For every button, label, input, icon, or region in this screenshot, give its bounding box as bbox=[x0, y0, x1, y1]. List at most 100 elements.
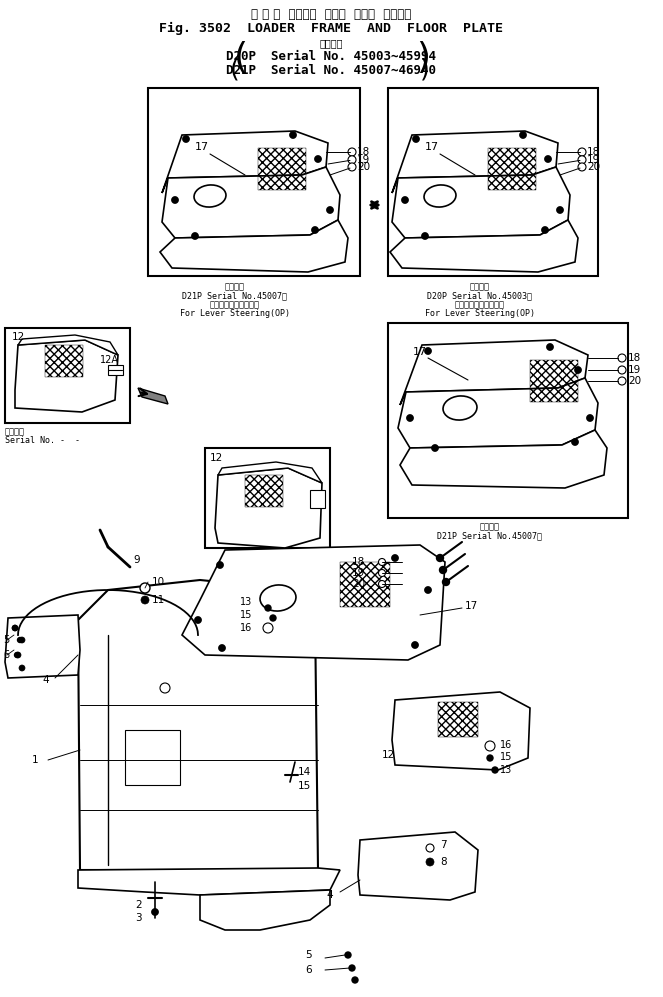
Text: D20P  Serial No. 45003~45994: D20P Serial No. 45003~45994 bbox=[226, 50, 436, 63]
Bar bbox=[148, 88, 360, 276]
Text: 15: 15 bbox=[500, 752, 512, 762]
Text: For Lever Steering(OP): For Lever Steering(OP) bbox=[425, 309, 535, 318]
Text: 13: 13 bbox=[500, 765, 512, 775]
Text: 14: 14 bbox=[298, 767, 311, 777]
Ellipse shape bbox=[260, 585, 296, 611]
Circle shape bbox=[19, 637, 25, 643]
Polygon shape bbox=[392, 167, 570, 238]
Circle shape bbox=[219, 644, 225, 651]
Circle shape bbox=[587, 415, 593, 422]
Circle shape bbox=[422, 232, 428, 239]
Circle shape bbox=[618, 366, 626, 374]
Text: 9: 9 bbox=[133, 555, 140, 565]
Circle shape bbox=[152, 908, 158, 915]
Circle shape bbox=[12, 625, 18, 631]
Circle shape bbox=[15, 652, 19, 657]
Circle shape bbox=[391, 554, 398, 561]
Circle shape bbox=[432, 445, 438, 452]
Text: 19: 19 bbox=[357, 155, 370, 165]
Text: 20: 20 bbox=[357, 162, 370, 171]
Text: 17: 17 bbox=[425, 142, 439, 152]
Text: レバーステアリング用: レバーステアリング用 bbox=[210, 300, 260, 309]
Polygon shape bbox=[398, 378, 598, 448]
Bar bbox=[388, 88, 598, 276]
Circle shape bbox=[424, 586, 432, 593]
Text: D20P Serial No.45003～: D20P Serial No.45003～ bbox=[428, 291, 532, 300]
Polygon shape bbox=[78, 580, 318, 870]
Polygon shape bbox=[358, 832, 478, 900]
Circle shape bbox=[141, 596, 149, 604]
Circle shape bbox=[290, 132, 296, 139]
Text: 20: 20 bbox=[628, 376, 641, 386]
Polygon shape bbox=[400, 340, 588, 405]
Bar bbox=[488, 148, 536, 190]
Polygon shape bbox=[215, 468, 322, 548]
Circle shape bbox=[217, 561, 223, 568]
Text: レバーステアリング用: レバーステアリング用 bbox=[455, 300, 505, 309]
Polygon shape bbox=[162, 167, 340, 238]
Bar bbox=[530, 360, 578, 402]
Bar bbox=[125, 730, 180, 785]
Text: 16: 16 bbox=[240, 623, 252, 633]
Circle shape bbox=[542, 226, 548, 233]
Text: 18: 18 bbox=[628, 353, 641, 363]
Text: 18: 18 bbox=[357, 147, 370, 157]
Circle shape bbox=[618, 354, 626, 362]
Text: 12A: 12A bbox=[100, 355, 119, 365]
Text: 15: 15 bbox=[298, 781, 311, 791]
Circle shape bbox=[618, 377, 626, 385]
Circle shape bbox=[546, 344, 554, 351]
Text: 適用号機: 適用号機 bbox=[480, 522, 500, 531]
Circle shape bbox=[440, 566, 446, 573]
Bar bbox=[388, 323, 628, 518]
Polygon shape bbox=[15, 340, 118, 412]
Text: 19: 19 bbox=[352, 568, 365, 578]
Circle shape bbox=[578, 148, 586, 156]
Circle shape bbox=[13, 625, 17, 630]
Text: 適用号機: 適用号機 bbox=[225, 282, 245, 291]
Text: 7: 7 bbox=[440, 840, 447, 850]
Text: 適用号機: 適用号機 bbox=[5, 427, 25, 436]
Text: 1: 1 bbox=[32, 755, 38, 765]
Text: 10: 10 bbox=[152, 577, 165, 587]
Text: ): ) bbox=[420, 58, 430, 82]
Circle shape bbox=[436, 554, 444, 561]
Polygon shape bbox=[182, 545, 445, 660]
Circle shape bbox=[442, 578, 450, 585]
Circle shape bbox=[19, 665, 25, 671]
Text: 8: 8 bbox=[440, 857, 447, 867]
Text: For Lever Steering(OP): For Lever Steering(OP) bbox=[180, 309, 290, 318]
Text: 18: 18 bbox=[352, 557, 365, 567]
Polygon shape bbox=[200, 890, 330, 930]
Text: 13: 13 bbox=[240, 597, 252, 607]
Bar bbox=[5, 328, 130, 423]
Bar bbox=[340, 562, 390, 607]
Text: 適用号機: 適用号機 bbox=[320, 38, 343, 48]
Polygon shape bbox=[392, 131, 558, 193]
Bar bbox=[258, 148, 306, 190]
Circle shape bbox=[194, 616, 202, 623]
Text: ): ) bbox=[416, 41, 430, 75]
Circle shape bbox=[312, 226, 318, 233]
Circle shape bbox=[379, 558, 385, 565]
Text: D21P  Serial No. 45007~46940: D21P Serial No. 45007~46940 bbox=[226, 64, 436, 77]
Text: Serial No. -  -: Serial No. - - bbox=[5, 436, 80, 445]
Circle shape bbox=[412, 136, 420, 143]
Text: 2: 2 bbox=[135, 900, 142, 910]
Circle shape bbox=[314, 156, 322, 163]
Polygon shape bbox=[218, 462, 322, 483]
Circle shape bbox=[263, 623, 273, 633]
Circle shape bbox=[192, 232, 198, 239]
Circle shape bbox=[402, 196, 408, 203]
Text: 19: 19 bbox=[628, 365, 641, 375]
Polygon shape bbox=[5, 615, 80, 678]
Circle shape bbox=[379, 580, 385, 587]
Circle shape bbox=[572, 439, 579, 446]
Text: 16: 16 bbox=[500, 740, 512, 750]
Polygon shape bbox=[392, 692, 530, 770]
Circle shape bbox=[544, 156, 552, 163]
Text: 適用号機: 適用号機 bbox=[470, 282, 490, 291]
Text: 3: 3 bbox=[135, 913, 142, 923]
Bar bbox=[310, 490, 325, 508]
Text: D21P Serial No.45007～: D21P Serial No.45007～ bbox=[182, 291, 288, 300]
